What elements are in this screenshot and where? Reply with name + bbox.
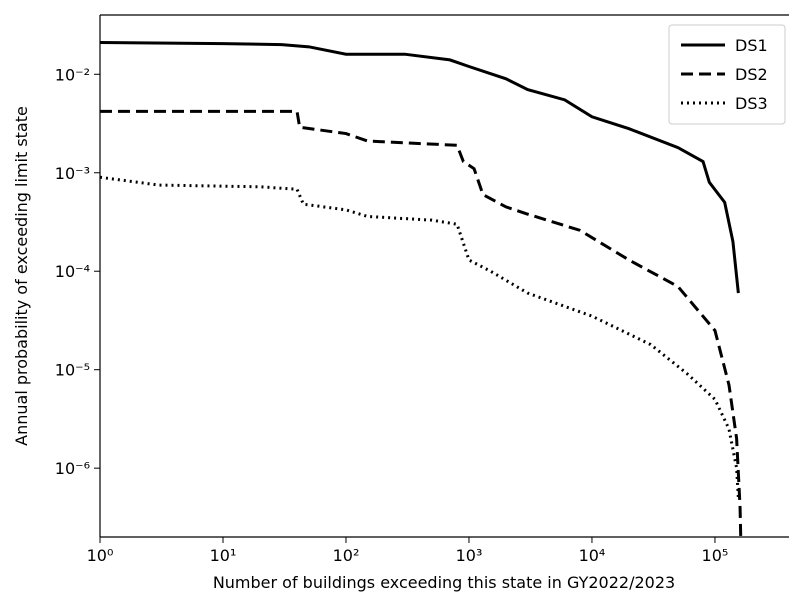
- legend-label: DS2: [735, 65, 768, 84]
- x-axis-label: Number of buildings exceeding this state…: [213, 573, 675, 592]
- x-tick-label: 10²: [333, 546, 360, 565]
- data-line: [100, 175, 740, 498]
- legend-frame: [668, 24, 786, 125]
- x-tick-label: 10¹: [210, 546, 237, 565]
- x-tick-label: 10⁵: [702, 546, 729, 565]
- legend: DS1 DS2 DS3: [668, 24, 786, 125]
- y-axis-label: Annual probability of exceeding limit st…: [12, 106, 31, 446]
- x-tick-label: 10³: [456, 546, 483, 565]
- y-tick-label: 10⁻²: [55, 65, 90, 84]
- y-tick-label: 10⁻⁶: [55, 459, 90, 478]
- data-line: [100, 109, 743, 537]
- y-tick-label: 10⁻⁵: [55, 361, 90, 380]
- legend-label: DS1: [735, 36, 768, 55]
- y-tick-label: 10⁻³: [55, 164, 90, 183]
- y-tick-label: 10⁻⁴: [55, 262, 90, 281]
- data-line: [100, 41, 740, 294]
- x-tick-label: 10⁴: [579, 546, 606, 565]
- x-tick-label: 10⁰: [87, 546, 114, 565]
- plot-lines: [100, 41, 743, 537]
- legend-label: DS3: [735, 94, 768, 113]
